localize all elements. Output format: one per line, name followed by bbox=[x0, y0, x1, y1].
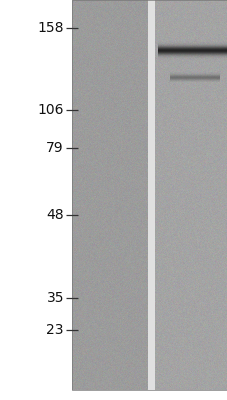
Text: 158: 158 bbox=[37, 21, 64, 35]
Text: 79: 79 bbox=[46, 141, 64, 155]
Bar bbox=[72, 0, 227, 390]
Text: 35: 35 bbox=[46, 291, 64, 305]
Text: 48: 48 bbox=[46, 208, 64, 222]
Text: 106: 106 bbox=[37, 103, 64, 117]
Text: 23: 23 bbox=[46, 323, 64, 337]
